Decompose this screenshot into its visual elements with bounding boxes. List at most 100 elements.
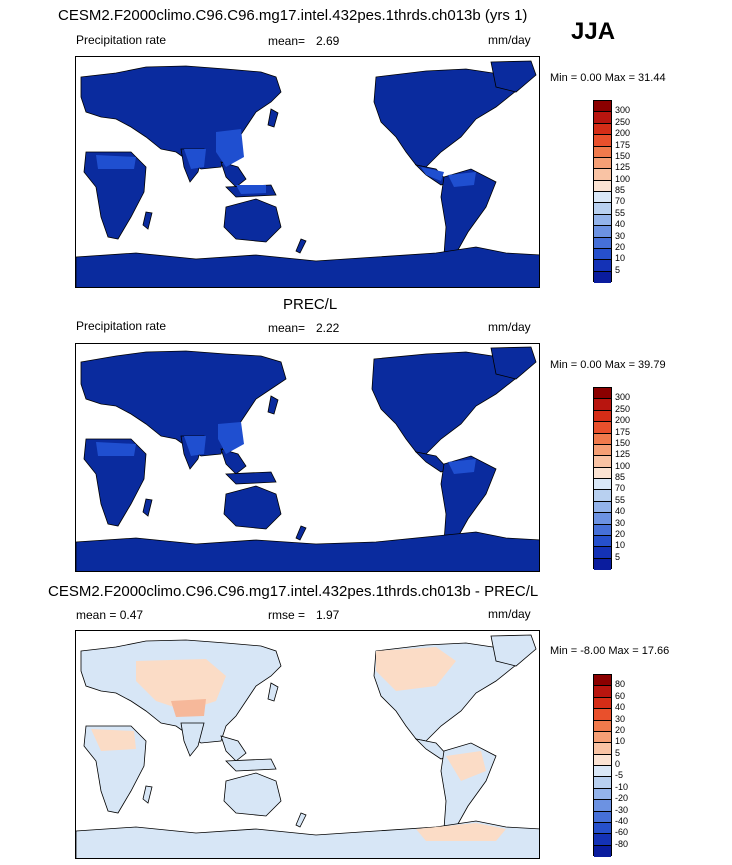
diff-indonesia (225, 758, 277, 772)
colorbar-tick-label: 85 (615, 472, 626, 482)
model-north-america (373, 68, 522, 168)
colorbar-swatch (594, 236, 611, 249)
obs-wet-regions (96, 422, 476, 474)
model-madagascar (142, 211, 153, 230)
colorbar-swatch (594, 443, 611, 457)
colorbar-swatch (594, 455, 611, 468)
colorbar-tick-label: 60 (615, 690, 626, 701)
obs-wet-africa (96, 442, 136, 456)
panel-obs-title: PREC/L (283, 296, 338, 313)
colorbar-swatch (594, 191, 611, 204)
model-wet-indonesia (236, 185, 266, 194)
panel-obs-mean-value: 2.22 (316, 321, 340, 335)
colorbar-swatch (594, 156, 611, 170)
colorbar-tick-label: 175 (615, 139, 631, 150)
colorbar-tick-label: 300 (615, 105, 631, 116)
panel-diff-rmse-label: rmse = (268, 608, 306, 622)
season-label: JJA (571, 18, 616, 45)
colorbar-swatch (594, 179, 611, 192)
diff-se-asia (220, 735, 247, 762)
model-south-america (440, 168, 497, 258)
model-new-zealand (295, 238, 307, 254)
colorbar-swatch (594, 388, 611, 400)
panel-model-map-svg (76, 60, 539, 287)
obs-australia (223, 485, 282, 530)
diff-positive-regions (91, 647, 506, 841)
obs-new-zealand (295, 525, 307, 541)
panel-model-units: mm/day (488, 33, 531, 47)
colorbar-tick-label: -10 (615, 781, 629, 792)
panel-diff-title: CESM2.F2000climo.C96.C96.mg17.intel.432p… (48, 583, 539, 600)
colorbar-tick-label: 30 (615, 517, 626, 528)
colorbar-tick-label: -20 (615, 793, 629, 804)
diff-strong-positive-regions (171, 699, 206, 717)
colorbar-swatch (594, 708, 611, 721)
panel-diff-colorbar (593, 674, 612, 857)
colorbar-tick-label: 125 (615, 162, 631, 173)
colorbar-swatch (594, 696, 611, 710)
colorbar-swatch (594, 685, 611, 698)
model-antarctica (76, 246, 539, 287)
panel-diff-units: mm/day (488, 607, 531, 621)
model-wet-africa (96, 155, 136, 169)
panel-model-mean-value: 2.69 (316, 34, 340, 48)
panel-diff-map (75, 630, 540, 859)
colorbar-swatch (594, 225, 611, 238)
colorbar-tick-label: 100 (615, 173, 631, 184)
panel-model-map (75, 56, 540, 288)
colorbar-swatch (594, 833, 611, 846)
panel-obs-colorbar (593, 387, 612, 570)
diff-pos-samerica (446, 751, 486, 781)
colorbar-tick-label: 300 (615, 392, 631, 403)
colorbar-swatch (594, 512, 611, 525)
colorbar-tick-label: 0 (615, 759, 621, 769)
obs-south-america (440, 455, 497, 545)
colorbar-swatch (594, 787, 611, 801)
diff-japan (267, 682, 279, 702)
colorbar-swatch (594, 247, 611, 261)
panel-diff-min-max: Min = -8.00 Max = 17.66 (550, 645, 670, 657)
colorbar-tick-label: 200 (615, 415, 631, 426)
colorbar-swatch (594, 122, 611, 136)
colorbar-tick-label: 5 (615, 551, 621, 562)
obs-se-asia (220, 448, 247, 475)
colorbar-tick-label: 30 (615, 230, 626, 241)
colorbar-swatch (594, 546, 611, 559)
panel-diff-map-svg (76, 634, 539, 858)
obs-wet-seasia (218, 422, 244, 454)
colorbar-swatch (594, 500, 611, 514)
diff-pos2-tibet (171, 699, 206, 717)
diff-greenland (490, 634, 537, 667)
obs-greenland (490, 346, 537, 380)
colorbar-swatch (594, 145, 611, 158)
panel-model-title: CESM2.F2000climo.C96.C96.mg17.intel.432p… (58, 7, 528, 24)
obs-wet-samerica (448, 459, 476, 474)
diff-pos-namerica (376, 647, 456, 691)
colorbar-swatch (594, 432, 611, 445)
colorbar-tick-label: 20 (615, 724, 626, 735)
obs-madagascar (142, 498, 153, 517)
diff-pos-antarctica (416, 823, 506, 841)
obs-landmasses (76, 346, 539, 571)
colorbar-swatch (594, 810, 611, 823)
diff-australia (223, 772, 282, 817)
colorbar-tick-label: 10 (615, 253, 626, 264)
model-wet-samerica (448, 172, 476, 187)
colorbar-tick-label: 20 (615, 241, 626, 252)
colorbar-swatch (594, 821, 611, 835)
colorbar-tick-label: 40 (615, 506, 626, 517)
model-greenland (490, 60, 537, 93)
colorbar-tick-label: 55 (615, 494, 626, 505)
colorbar-tick-label: 125 (615, 449, 631, 460)
colorbar-tick-label: 70 (615, 196, 626, 207)
colorbar-tick-label: 150 (615, 437, 631, 448)
colorbar-swatch (594, 168, 611, 181)
obs-antarctica (76, 531, 539, 571)
colorbar-swatch (594, 753, 611, 766)
colorbar-tick-label: 85 (615, 185, 626, 195)
colorbar-swatch (594, 111, 611, 124)
panel-model-min-max: Min = 0.00 Max = 31.44 (550, 72, 666, 84)
diff-pos-asia (136, 659, 226, 711)
colorbar-swatch (594, 213, 611, 227)
model-wet-india (184, 149, 206, 169)
